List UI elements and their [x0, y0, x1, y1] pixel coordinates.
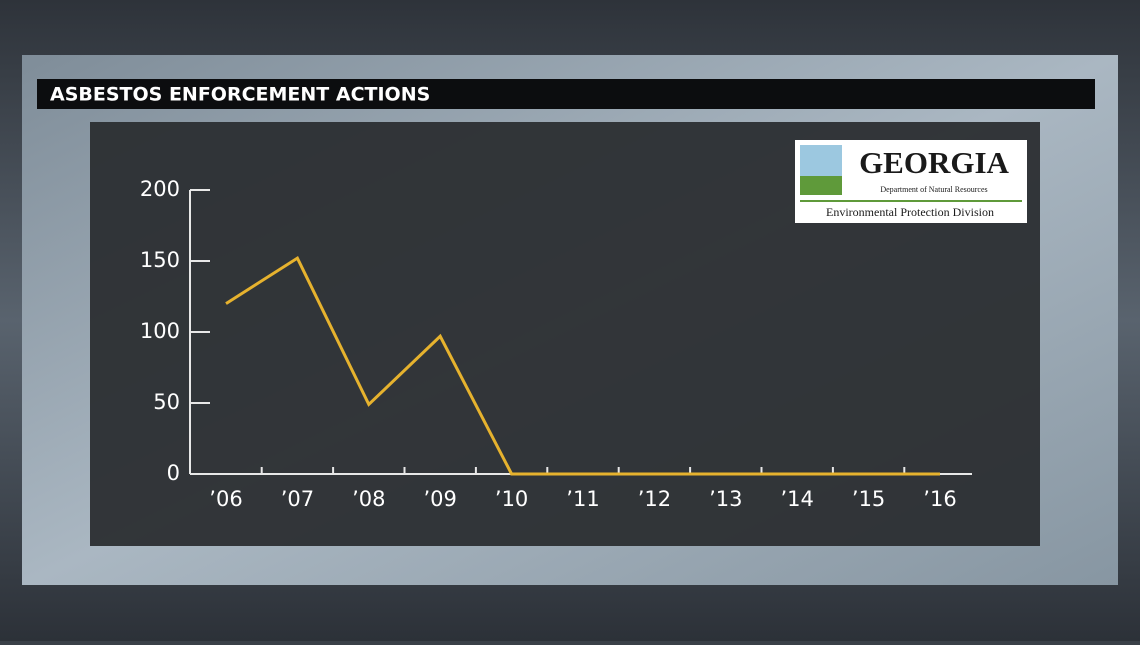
- chart-title: ASBESTOS ENFORCEMENT ACTIONS: [50, 84, 430, 106]
- x-tick-label: ’13: [709, 487, 742, 511]
- x-tick-label: ’14: [780, 487, 813, 511]
- y-tick-label: 150: [140, 248, 180, 272]
- logo-department: Department of Natural Resources: [880, 185, 987, 194]
- x-tick-label: ’08: [352, 487, 385, 511]
- x-tick-label: ’11: [566, 487, 599, 511]
- plot: 0 50 100 150 200 ’06 ’07 ’08 ’09 ’10 ’11 ’12 ’13 ’14 ’…: [140, 177, 972, 511]
- data-line: [225, 255, 940, 476]
- title-bar: [37, 79, 1095, 109]
- x-tick-label: ’12: [638, 487, 671, 511]
- logo-name: GEORGIA: [859, 145, 1009, 180]
- y-tick-label: 0: [167, 461, 180, 485]
- logo: GEORGIA Department of Natural Resources …: [795, 140, 1027, 223]
- y-tick-label: 50: [153, 390, 180, 414]
- x-tick-label: ’06: [209, 487, 242, 511]
- x-tick-label: ’07: [281, 487, 314, 511]
- x-tick-label: ’10: [495, 487, 528, 511]
- x-tick-label: ’09: [423, 487, 456, 511]
- x-tick-label: ’16: [923, 487, 956, 511]
- logo-division: Environmental Protection Division: [826, 205, 994, 219]
- y-tick-label: 100: [140, 319, 180, 343]
- logo-icon-land: [800, 176, 842, 195]
- x-tick-label: ’15: [852, 487, 885, 511]
- y-tick-label: 200: [140, 177, 180, 201]
